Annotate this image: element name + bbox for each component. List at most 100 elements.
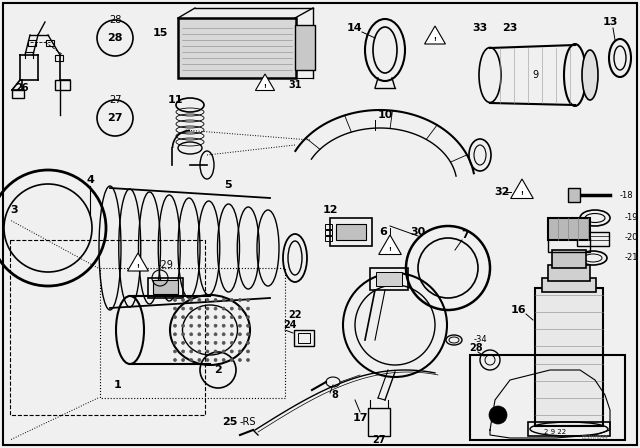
Text: 27: 27 [372, 435, 386, 445]
Bar [542, 278, 596, 292]
Text: 14: 14 [347, 23, 363, 33]
Text: 25: 25 [222, 417, 237, 427]
Polygon shape [511, 179, 533, 198]
Circle shape [214, 324, 217, 327]
Text: 28: 28 [109, 15, 121, 25]
Bar [548, 238, 590, 252]
Circle shape [173, 307, 177, 310]
Bar [28, 40, 36, 46]
Bar [528, 422, 610, 436]
Circle shape [238, 307, 241, 310]
Circle shape [222, 316, 225, 319]
Text: 23: 23 [502, 23, 518, 33]
Circle shape [230, 324, 233, 327]
Circle shape [214, 298, 217, 302]
Circle shape [198, 316, 201, 319]
Bar [325, 230, 332, 235]
Circle shape [173, 324, 177, 327]
Circle shape [222, 298, 225, 302]
Text: -RS: -RS [240, 417, 256, 427]
Bar [368, 408, 390, 436]
Circle shape [189, 298, 193, 302]
Text: 11: 11 [167, 95, 183, 105]
Bar [178, 18, 296, 78]
Circle shape [238, 316, 241, 319]
Bar [535, 288, 603, 426]
Bar [12, 90, 24, 98]
Circle shape [246, 358, 250, 362]
Bar [100, 268, 285, 398]
Text: 15: 15 [152, 28, 168, 38]
Text: 26: 26 [15, 83, 29, 93]
Text: 5: 5 [224, 180, 232, 190]
Text: -19: -19 [625, 214, 639, 223]
Circle shape [206, 350, 209, 353]
Circle shape [182, 358, 184, 362]
Circle shape [230, 341, 233, 345]
Text: !: ! [520, 191, 524, 197]
Bar [148, 278, 183, 298]
Text: !: ! [136, 264, 140, 269]
Bar [294, 330, 314, 346]
Circle shape [182, 350, 184, 353]
Circle shape [198, 307, 201, 310]
Circle shape [173, 358, 177, 362]
Circle shape [222, 358, 225, 362]
Circle shape [222, 350, 225, 353]
Bar [46, 40, 54, 46]
Polygon shape [424, 26, 445, 44]
Circle shape [173, 316, 177, 319]
Bar [470, 355, 625, 440]
Circle shape [173, 298, 177, 302]
Text: -20: -20 [625, 233, 639, 242]
Bar [325, 236, 332, 241]
Circle shape [214, 333, 217, 336]
Circle shape [189, 324, 193, 327]
Text: !: ! [388, 247, 392, 253]
Circle shape [222, 324, 225, 327]
Circle shape [246, 307, 250, 310]
Circle shape [206, 358, 209, 362]
Circle shape [189, 307, 193, 310]
Text: 30: 30 [410, 227, 426, 237]
Circle shape [198, 358, 201, 362]
Circle shape [222, 333, 225, 336]
Text: 12: 12 [323, 205, 338, 215]
Text: 31: 31 [288, 80, 301, 90]
Text: !: ! [433, 37, 436, 42]
Circle shape [189, 341, 193, 345]
Circle shape [206, 324, 209, 327]
Polygon shape [255, 74, 275, 90]
Circle shape [246, 333, 250, 336]
Bar [330, 218, 372, 246]
Text: 2 9 22: 2 9 22 [544, 429, 566, 435]
Circle shape [230, 316, 233, 319]
Bar [370, 268, 408, 290]
Circle shape [238, 358, 241, 362]
Circle shape [214, 350, 217, 353]
Text: 7: 7 [461, 230, 469, 240]
Circle shape [206, 316, 209, 319]
Circle shape [230, 333, 233, 336]
Bar [336, 224, 366, 240]
Circle shape [214, 316, 217, 319]
Circle shape [173, 333, 177, 336]
Bar [298, 333, 310, 343]
Bar [376, 272, 402, 286]
Circle shape [189, 333, 193, 336]
Bar [548, 265, 590, 281]
Polygon shape [127, 253, 148, 271]
Circle shape [246, 298, 250, 302]
Polygon shape [379, 235, 401, 254]
Circle shape [198, 341, 201, 345]
Circle shape [189, 316, 193, 319]
Circle shape [489, 406, 507, 424]
Text: -18: -18 [620, 190, 634, 199]
Circle shape [230, 298, 233, 302]
Circle shape [230, 350, 233, 353]
Circle shape [214, 341, 217, 345]
Bar [568, 188, 580, 202]
Text: !: ! [264, 84, 266, 89]
Text: -29: -29 [158, 260, 174, 270]
Circle shape [182, 307, 184, 310]
